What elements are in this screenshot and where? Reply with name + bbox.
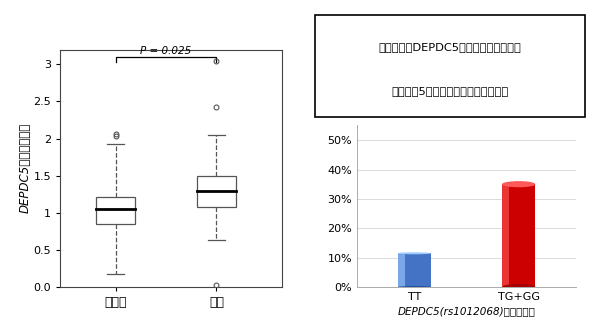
Y-axis label: DEPDC5相対的発現量: DEPDC5相対的発現量: [19, 123, 32, 214]
FancyBboxPatch shape: [314, 15, 586, 117]
Ellipse shape: [502, 284, 535, 290]
Bar: [502, 184, 535, 287]
Ellipse shape: [398, 252, 431, 254]
Bar: [398, 253, 431, 287]
X-axis label: DEPDC5(rs1012068)の遣伝子型: DEPDC5(rs1012068)の遣伝子型: [398, 306, 535, 316]
Text: がん組織中DEPDC5発現量が非がん組織: がん組織中DEPDC5発現量が非がん組織: [379, 43, 521, 52]
Ellipse shape: [398, 286, 431, 288]
Bar: [502, 184, 509, 287]
Bar: [197, 176, 236, 207]
Ellipse shape: [502, 181, 535, 187]
Text: に比べて5倍以上であった症例の割合: に比べて5倍以上であった症例の割合: [391, 86, 509, 96]
Text: P = 0.025: P = 0.025: [140, 46, 191, 56]
Bar: [97, 197, 134, 224]
Bar: [398, 253, 405, 287]
